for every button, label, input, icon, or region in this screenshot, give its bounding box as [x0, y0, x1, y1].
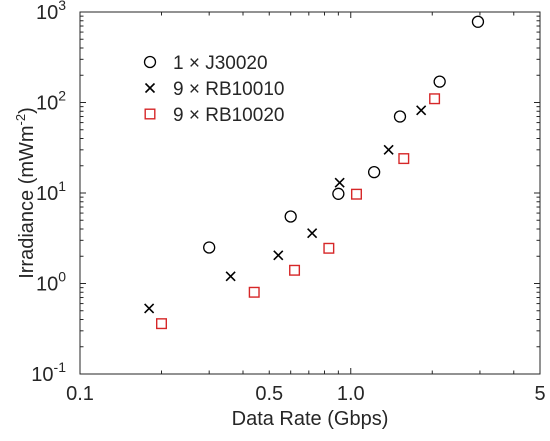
- legend-marker-x: [144, 82, 156, 94]
- plot-box: [79, 11, 541, 375]
- x-tick-label: 5: [534, 383, 545, 405]
- data-point-x: [416, 105, 427, 116]
- data-point-x: [307, 228, 318, 239]
- x-marker-stroke: [144, 303, 155, 314]
- y-axis-title-main: Irradiance (mWm: [16, 125, 38, 278]
- x-marker-stroke: [334, 177, 345, 188]
- x-tick-label: 1.0: [337, 383, 365, 405]
- legend-label: 9 × RB10020: [173, 105, 284, 126]
- legend-marker-square: [144, 108, 156, 120]
- y-tick-label: 102: [36, 88, 66, 115]
- y-axis-title-close: ): [16, 107, 38, 114]
- series-square: [156, 93, 441, 330]
- data-point-x: [383, 144, 394, 155]
- data-point-circle: [203, 241, 216, 254]
- data-point-square: [323, 242, 335, 254]
- plot-frame: [79, 11, 541, 375]
- data-point-square: [289, 264, 301, 276]
- data-point-square: [248, 286, 260, 298]
- y-tick-label: 10-1: [31, 359, 66, 386]
- y-tick-label: 101: [36, 178, 66, 205]
- legend-label: 1 × J30020: [173, 53, 268, 74]
- x-axis-title: Data Rate (Gbps): [232, 408, 389, 430]
- data-point-circle: [433, 75, 446, 88]
- x-tick-label: 0.5: [255, 383, 283, 405]
- data-point-x: [225, 271, 236, 282]
- series-circle: [203, 15, 485, 254]
- data-point-x: [273, 250, 284, 261]
- data-point-circle: [393, 110, 407, 123]
- data-point-circle: [332, 187, 345, 200]
- y-axis-title: Irradiance (mWm-2): [13, 107, 38, 279]
- data-point-circle: [367, 165, 381, 179]
- x-marker-stroke: [307, 228, 318, 239]
- data-point-circle: [471, 15, 485, 28]
- y-tick-label: 100: [36, 269, 66, 296]
- y-tick-label: 103: [36, 0, 66, 24]
- legend-label: 9 × RB10010: [173, 79, 284, 100]
- x-tick-label: 0.1: [66, 383, 94, 405]
- y-axis-title-exponent: -2: [13, 114, 28, 126]
- data-point-x: [334, 177, 345, 188]
- legend-marker-circle: [143, 55, 157, 69]
- data-point-circle: [284, 210, 297, 223]
- x-marker-stroke: [383, 144, 394, 155]
- legend: 1 × J30020 9 × RB10010 9 × RB10020: [143, 53, 284, 126]
- data-point-square: [398, 153, 410, 165]
- series-x: [144, 105, 427, 314]
- x-marker-stroke: [273, 250, 284, 261]
- data-point-square: [350, 188, 362, 200]
- x-axis: 0.1 0.5 1.0 5: [66, 12, 546, 405]
- data-points: [144, 15, 485, 330]
- x-marker-stroke: [144, 82, 156, 94]
- data-point-square: [429, 93, 441, 105]
- data-point-square: [156, 318, 168, 330]
- y-axis: 10-1 100 101 102 103: [31, 0, 540, 386]
- x-marker-stroke: [225, 271, 236, 282]
- data-point-x: [144, 303, 155, 314]
- x-marker-stroke: [416, 105, 427, 116]
